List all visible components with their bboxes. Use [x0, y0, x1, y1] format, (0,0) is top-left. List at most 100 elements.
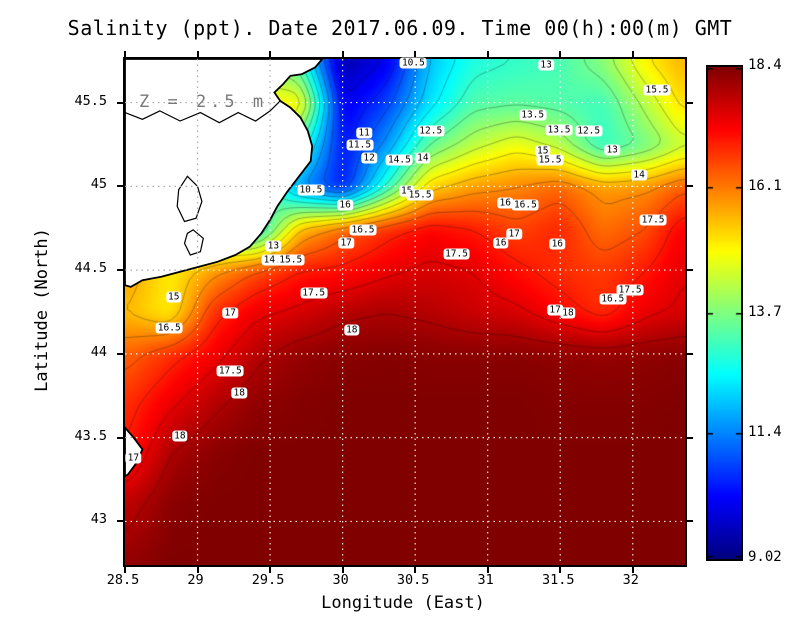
x-tick-label: 29.5 [251, 572, 285, 588]
contour-label: 11 [356, 127, 372, 139]
contour-label: 17.5 [616, 284, 644, 296]
contour-label: 17.5 [216, 365, 244, 377]
contour-label: 13 [604, 144, 620, 156]
contour-label: 15 [535, 145, 551, 157]
contour-label: 10.5 [399, 57, 427, 69]
y-tick-label: 45.5 [74, 92, 107, 109]
contour-label: 14.5 [261, 254, 289, 266]
lake-outline [183, 229, 204, 256]
map-overlay [124, 58, 685, 565]
colorbar-tick-label: 11.4 [748, 424, 782, 441]
colorbar-tick-label: 9.02 [748, 549, 782, 565]
axis-tick-mark [559, 567, 562, 573]
axis-tick-mark [486, 51, 489, 57]
y-tick-label: 44 [90, 343, 107, 360]
contour-label: 16 [497, 197, 513, 209]
contour-label: 15 [165, 291, 182, 303]
y-tick-label: 44.5 [74, 260, 107, 277]
contour-label: 18 [560, 307, 576, 319]
axis-tick-mark [687, 269, 693, 272]
contour-label: 18 [231, 387, 247, 399]
axis-tick-mark [559, 51, 562, 57]
axis-tick-mark [117, 269, 123, 272]
contour-label: 11.5 [346, 139, 374, 151]
contour-label: 17 [338, 237, 354, 249]
lake-outline [176, 175, 203, 223]
contour-label: 16.5 [349, 224, 377, 236]
axis-tick-mark [687, 185, 693, 188]
contour-label: 14 [631, 169, 647, 181]
colorbar-tick-label: 13.7 [748, 303, 782, 320]
axis-tick-mark [341, 51, 344, 57]
axis-tick-mark [117, 101, 123, 104]
x-tick-label: 32 [622, 572, 639, 588]
contour-label: 16 [493, 237, 509, 249]
x-tick-label: 28.5 [106, 572, 140, 588]
contour-label: 14 [415, 152, 431, 164]
colorbar-labels: 18.4 16.1 13.7 11.4 9.02 [748, 0, 800, 618]
x-tick-label: 30.5 [396, 572, 430, 588]
contour-label: 13 [538, 59, 554, 71]
contour-label: 15.5 [643, 84, 671, 96]
chart-title: Salinity (ppt). Date 2017.06.09. Time 00… [67, 16, 733, 40]
contour-label: 12.5 [417, 125, 445, 137]
contour-label: 17 [547, 304, 563, 316]
contour-label: 18 [172, 430, 188, 442]
depth-annotation: Z = 2.5 m [139, 91, 268, 112]
contour-label: 16 [337, 199, 353, 211]
y-tick-label: 43.5 [74, 427, 107, 444]
contour-label: 14.5 [385, 154, 413, 166]
x-tick-label: 31 [477, 572, 494, 588]
contour-label: 17 [222, 307, 238, 319]
contour-label: 17.5 [639, 214, 667, 226]
axis-tick-mark [117, 185, 123, 188]
contour-label-layer: 10.5 13 15.5 13.5 11 12.5 13.5 12.5 11.5 13 12 14.5… [125, 57, 685, 565]
x-axis-label: Longitude (East) [321, 593, 485, 613]
y-tick-label: 45 [90, 176, 107, 193]
axis-tick-mark [631, 51, 634, 57]
axis-tick-mark [117, 436, 123, 439]
contour-label: 13.5 [519, 109, 547, 121]
axis-tick-mark [124, 567, 126, 573]
contour-label: 16.5 [155, 322, 183, 334]
axis-tick-mark [117, 520, 123, 523]
contour-label: 12 [361, 152, 377, 164]
y-tick-label: 43 [90, 511, 107, 528]
contour-label: 17.5 [300, 287, 328, 299]
axis-tick-mark [687, 352, 693, 355]
axis-tick-mark [687, 520, 693, 523]
axis-tick-mark [414, 567, 417, 573]
x-tick-label: 30 [332, 572, 349, 588]
axis-tick-mark [124, 51, 126, 57]
axis-tick-mark [341, 567, 344, 573]
colorbar-tick-label: 18.4 [748, 57, 782, 73]
axis-tick-mark [196, 567, 199, 573]
axis-tick-mark [196, 51, 199, 57]
axis-tick-mark [117, 352, 123, 355]
contour-label: 17.5 [443, 248, 470, 260]
contour-label: 16.5 [599, 293, 627, 305]
x-tick-label: 29 [187, 572, 204, 588]
contour-label: 13.5 [545, 124, 573, 136]
contour-label: 17 [125, 452, 142, 464]
x-tick-label: 31.5 [541, 572, 575, 588]
contour-label: 10.5 [297, 184, 325, 196]
contour-label: 16.5 [511, 199, 539, 211]
contour-label: 17 [506, 228, 522, 240]
x-axis-ticks: 28.5 29 29.5 30 30.5 31 31.5 32 [107, 572, 683, 590]
axis-tick-mark [687, 101, 693, 104]
colorbar [706, 65, 743, 561]
contour-label: 18 [344, 324, 360, 336]
contour-label: 13 [265, 240, 282, 252]
contour-label: 15.5 [536, 154, 564, 166]
contour-label: 12.5 [575, 125, 603, 137]
contour-label: 15.5 [277, 254, 305, 266]
map-plot-area: 10.5 13 15.5 13.5 11 12.5 13.5 12.5 11.5 13 12 14.5… [117, 51, 693, 573]
axis-tick-mark [486, 567, 489, 573]
axis-tick-mark [687, 436, 693, 439]
river-line [124, 100, 281, 124]
land-coastline-polygon [124, 58, 325, 288]
y-axis-ticks: 43 43.5 44 44.5 45 45.5 [0, 57, 113, 563]
contour-label: 15.5 [406, 189, 434, 201]
